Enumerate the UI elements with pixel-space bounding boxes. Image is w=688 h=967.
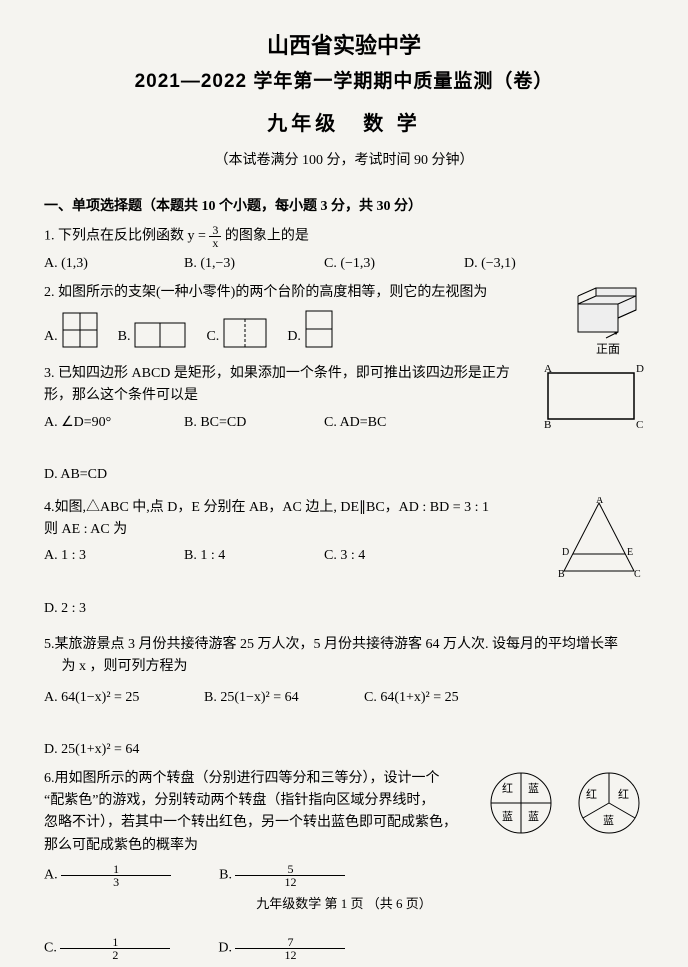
q2-front-label: 正面 [572,340,644,359]
q1-stem-a: 1. 下列点在反比例函数 y = [44,229,209,244]
question-5: 5.某旅游景点 3 月份共接待游客 25 万人次，5 月份共接待游客 64 万人… [44,634,644,762]
q6-s1-blue3: 蓝 [528,810,539,823]
page-footer: 九年级数学 第 1 页 （共 6 页） [0,894,688,915]
q4-label-d: D [562,547,569,558]
q5-opt-c: C. 64(1+x)² = 25 [364,687,494,709]
q4-opt-b: B. 1 : 4 [184,545,294,567]
q4-label-c: C [634,569,641,579]
section-heading: 一、单项选择题（本题共 10 个小题，每小题 3 分，共 30 分） [44,196,644,218]
q2-opt-a-label: A. [44,326,58,348]
q3-label-c: C [636,419,643,429]
q4-stem1: 4.如图,△ABC 中,点 D，E 分别在 AB，AC 边上, DE∥BC，AD… [44,497,546,519]
q3-opt-c: C. AD=BC [324,412,434,434]
q6-s1-blue1: 蓝 [528,782,539,795]
q2-opt-d-label: D. [287,326,301,348]
q6-spinner-1: 红 蓝 蓝 蓝 [486,768,556,838]
q6-opt-b: B. 512 [219,863,345,888]
q4-label-b: B [558,569,565,579]
q4-opt-a: A. 1 : 3 [44,545,154,567]
q3-opt-d: D. AB=CD [44,464,154,486]
q2-options: A. B. C. D. [44,310,564,348]
q2-main-figure: 正面 [572,282,644,359]
q2-fig-d [305,310,333,348]
q6-stem3: 忽略不计），若其中一个转出红色，另一个转出蓝色即可配成紫色， [44,812,478,834]
q3-label-b: B [544,419,551,429]
q6-s2-blue: 蓝 [603,814,614,827]
q2-opt-c: C. [206,318,267,348]
q3-stem1: 3. 已知四边形 ABCD 是矩形，如果添加一个条件，即可推出该四边形是正方 [44,363,532,385]
q6-opt-d: D. 712 [218,936,345,961]
q1-opt-c: C. (−1,3) [324,253,434,275]
q6-opt-a: A. 13 [44,863,171,888]
q5-opt-d: D. 25(1+x)² = 64 [44,739,174,761]
q3-rect-figure: A D B C [540,363,644,429]
q2-fig-b [134,322,186,348]
q3-stem2: 形，那么这个条件可以是 [44,385,532,407]
q1-fraction: 3 x [209,224,221,249]
q3-label-a: A [544,363,552,375]
q1-stem-b: 的图象上的是 [225,229,309,244]
q6-spinner-2: 红 红 蓝 [574,768,644,838]
q5-opt-a: A. 64(1−x)² = 25 [44,687,174,709]
q4-opt-c: C. 3 : 4 [324,545,434,567]
q6-s1-red: 红 [502,782,513,795]
q6-s2-red2: 红 [618,788,629,801]
question-6: 6.用如图所示的两个转盘（分别进行四等分和三等分），设计一个 “配紫色”的游戏，… [44,768,644,967]
q6-stem1: 6.用如图所示的两个转盘（分别进行四等分和三等分），设计一个 [44,768,478,790]
question-4: 4.如图,△ABC 中,点 D，E 分别在 AB，AC 边上, DE∥BC，AD… [44,497,644,627]
q2-fig-a [62,312,98,348]
q2-opt-c-label: C. [206,326,219,348]
q1-options: A. (1,3) B. (1,−3) C. (−1,3) D. (−3,1) [44,253,644,275]
q5-opt-b: B. 25(1−x)² = 64 [204,687,334,709]
q3-options: A. ∠D=90° B. BC=CD C. AD=BC D. AB=CD [44,412,532,487]
q2-fig-c [223,318,267,348]
q5-stem1: 5.某旅游景点 3 月份共接待游客 25 万人次，5 月份共接待游客 64 万人… [44,634,644,656]
q5-options: A. 64(1−x)² = 25 B. 25(1−x)² = 64 C. 64(… [44,687,644,762]
q1-opt-b: B. (1,−3) [184,253,294,275]
school-name: 山西省实验中学 [44,28,644,63]
q2-opt-b: B. [118,322,187,348]
q4-stem2: 则 AE : AC 为 [44,519,546,541]
question-1: 1. 下列点在反比例函数 y = 3 x 的图象上的是 A. (1,3) B. … [44,224,644,275]
q2-opt-a: A. [44,312,98,348]
q1-opt-a: A. (1,3) [44,253,154,275]
q6-stem2: “配紫色”的游戏，分别转动两个转盘（指针指向区域分界线时， [44,790,478,812]
exam-info: （本试卷满分 100 分，考试时间 90 分钟） [44,150,644,172]
q4-triangle-figure: A D E B C [554,497,644,579]
question-3: 3. 已知四边形 ABCD 是矩形，如果添加一个条件，即可推出该四边形是正方 形… [44,363,644,493]
q6-s1-blue2: 蓝 [502,810,513,823]
q2-iso-icon [572,282,644,340]
q2-opt-b-label: B. [118,326,131,348]
q4-options: A. 1 : 3 B. 1 : 4 C. 3 : 4 D. 2 : 3 [44,545,546,620]
q2-opt-d: D. [287,310,333,348]
q5-stem2: 为 x ，则可列方程为 [44,656,644,678]
question-2: 2. 如图所示的支架(一种小零件)的两个台阶的高度相等，则它的左视图为 A. B… [44,282,644,359]
q6-opt-c: C. 12 [44,936,170,961]
q6-s2-red1: 红 [586,788,597,801]
q6-spinners: 红 蓝 蓝 蓝 红 红 蓝 [486,768,644,838]
q1-frac-den: x [209,237,221,249]
q4-label-e: E [627,547,633,558]
q3-opt-b: B. BC=CD [184,412,294,434]
q2-stem: 2. 如图所示的支架(一种小零件)的两个台阶的高度相等，则它的左视图为 [44,282,564,304]
q1-opt-d: D. (−3,1) [464,253,574,275]
q3-label-d: D [636,363,644,375]
exam-title: 2021—2022 学年第一学期期中质量监测（卷） [44,67,644,97]
q4-opt-d: D. 2 : 3 [44,598,154,620]
q4-label-a: A [596,497,604,506]
q3-opt-a: A. ∠D=90° [44,412,154,434]
q6-stem4: 那么可配成紫色的概率为 [44,835,478,857]
grade-subject: 九年级 数 学 [44,108,644,140]
